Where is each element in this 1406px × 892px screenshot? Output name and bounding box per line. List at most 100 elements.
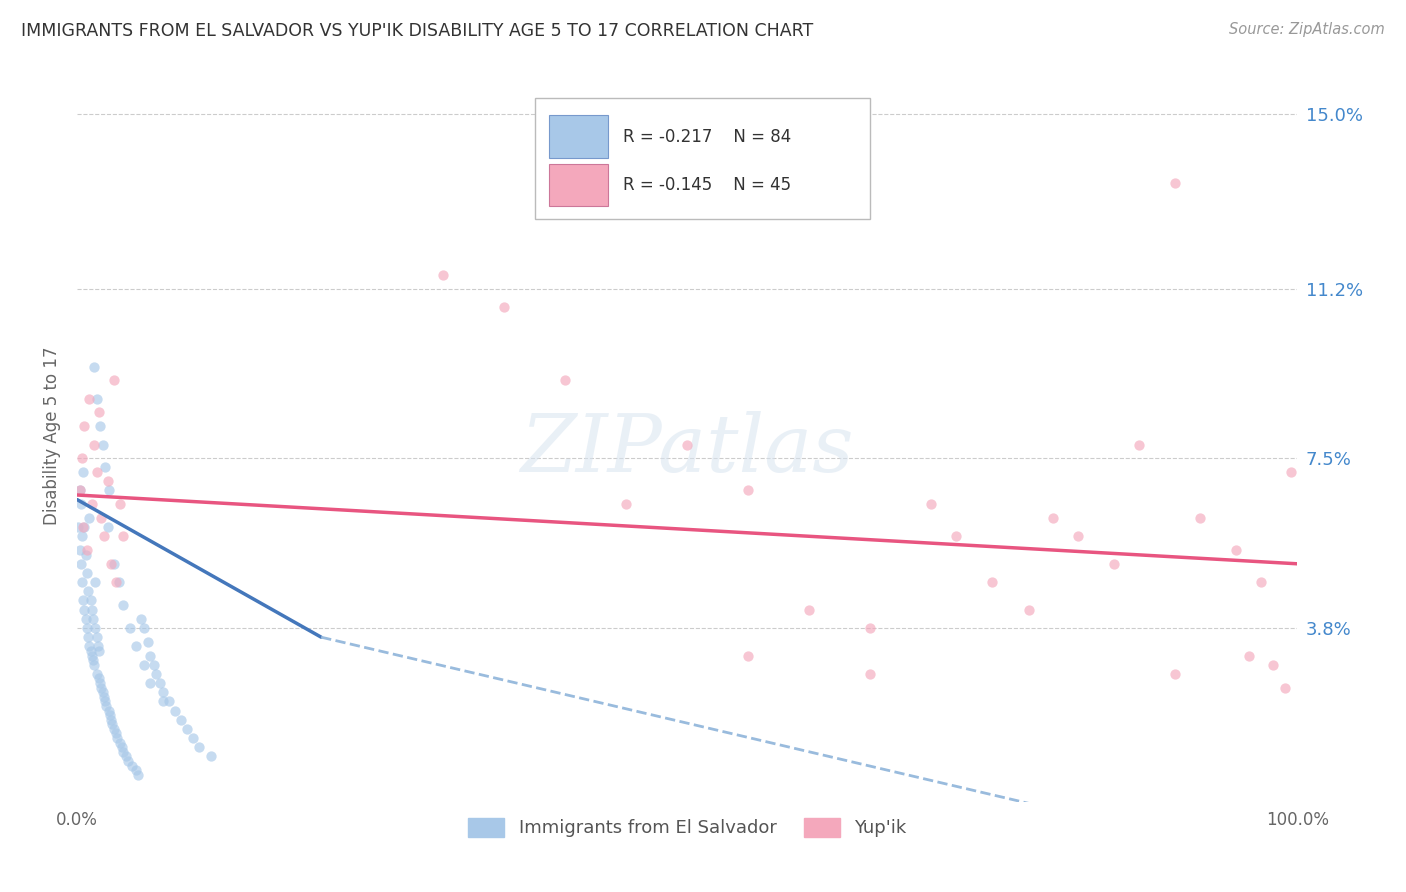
- Point: [79, 644, 101, 658]
- Point: [79, 392, 101, 406]
- Text: IMMIGRANTS FROM EL SALVADOR VS YUP'IK DISABILITY AGE 5 TO 17 CORRELATION CHART: IMMIGRANTS FROM EL SALVADOR VS YUP'IK DI…: [21, 22, 813, 40]
- Point: [70, 451, 93, 466]
- Point: [69, 557, 91, 571]
- Point: [136, 634, 159, 648]
- Point: [86, 392, 108, 406]
- Point: [494, 300, 516, 314]
- Point: [112, 529, 135, 543]
- Point: [121, 758, 143, 772]
- Point: [163, 704, 186, 718]
- Point: [87, 644, 110, 658]
- Point: [103, 557, 125, 571]
- Point: [1164, 176, 1187, 190]
- Point: [72, 465, 94, 479]
- Point: [73, 602, 96, 616]
- Point: [86, 630, 108, 644]
- Point: [94, 460, 117, 475]
- Point: [676, 437, 699, 451]
- Point: [72, 520, 94, 534]
- Point: [94, 694, 117, 708]
- Point: [1279, 465, 1302, 479]
- Point: [98, 708, 121, 723]
- Point: [70, 529, 93, 543]
- Point: [1250, 575, 1272, 590]
- Point: [97, 483, 120, 498]
- Point: [80, 497, 103, 511]
- Point: [93, 529, 115, 543]
- FancyBboxPatch shape: [550, 115, 607, 158]
- Point: [1018, 602, 1040, 616]
- Text: Source: ZipAtlas.com: Source: ZipAtlas.com: [1229, 22, 1385, 37]
- Point: [91, 685, 114, 699]
- Point: [83, 437, 105, 451]
- Point: [432, 268, 454, 282]
- Point: [981, 575, 1004, 590]
- Point: [97, 704, 120, 718]
- Point: [1067, 529, 1090, 543]
- Text: R = -0.145    N = 45: R = -0.145 N = 45: [623, 176, 790, 194]
- Point: [170, 713, 193, 727]
- Point: [82, 612, 104, 626]
- Point: [1188, 511, 1211, 525]
- Point: [614, 497, 637, 511]
- Point: [69, 483, 91, 498]
- Point: [79, 640, 101, 654]
- Point: [143, 657, 166, 672]
- Point: [799, 602, 821, 616]
- Point: [737, 483, 759, 498]
- Point: [70, 575, 93, 590]
- Point: [77, 630, 100, 644]
- Point: [112, 598, 135, 612]
- Point: [80, 648, 103, 663]
- Point: [107, 575, 129, 590]
- Point: [84, 575, 107, 590]
- Point: [101, 717, 124, 731]
- Point: [79, 511, 101, 525]
- Point: [200, 749, 222, 764]
- Y-axis label: Disability Age 5 to 17: Disability Age 5 to 17: [44, 346, 60, 524]
- Point: [97, 520, 120, 534]
- Point: [920, 497, 942, 511]
- Point: [86, 666, 108, 681]
- Point: [90, 681, 112, 695]
- Point: [67, 520, 90, 534]
- Point: [96, 698, 118, 713]
- Point: [554, 373, 576, 387]
- Point: [188, 740, 211, 755]
- Point: [73, 419, 96, 434]
- Point: [139, 676, 162, 690]
- Point: [124, 640, 146, 654]
- Point: [69, 497, 91, 511]
- Point: [859, 621, 882, 635]
- Point: [152, 694, 174, 708]
- Point: [83, 359, 105, 374]
- Point: [86, 465, 108, 479]
- Point: [83, 657, 105, 672]
- Point: [69, 483, 91, 498]
- Text: R = -0.217    N = 84: R = -0.217 N = 84: [623, 128, 790, 145]
- Point: [87, 640, 110, 654]
- Legend: Immigrants from El Salvador, Yup'ik: Immigrants from El Salvador, Yup'ik: [461, 811, 914, 845]
- Point: [124, 763, 146, 777]
- Point: [1042, 511, 1064, 525]
- Point: [1164, 666, 1187, 681]
- Point: [1274, 681, 1296, 695]
- Point: [176, 722, 198, 736]
- Point: [134, 621, 156, 635]
- Point: [73, 520, 96, 534]
- FancyBboxPatch shape: [534, 98, 870, 219]
- Point: [111, 740, 134, 755]
- Point: [127, 768, 149, 782]
- Point: [1128, 437, 1150, 451]
- Point: [69, 543, 91, 558]
- Point: [115, 749, 138, 764]
- Point: [129, 612, 152, 626]
- Point: [145, 666, 167, 681]
- Point: [72, 593, 94, 607]
- Point: [75, 548, 97, 562]
- Point: [100, 557, 122, 571]
- Point: [181, 731, 204, 745]
- Text: ZIPatlas: ZIPatlas: [520, 411, 853, 489]
- Point: [75, 612, 97, 626]
- Point: [139, 648, 162, 663]
